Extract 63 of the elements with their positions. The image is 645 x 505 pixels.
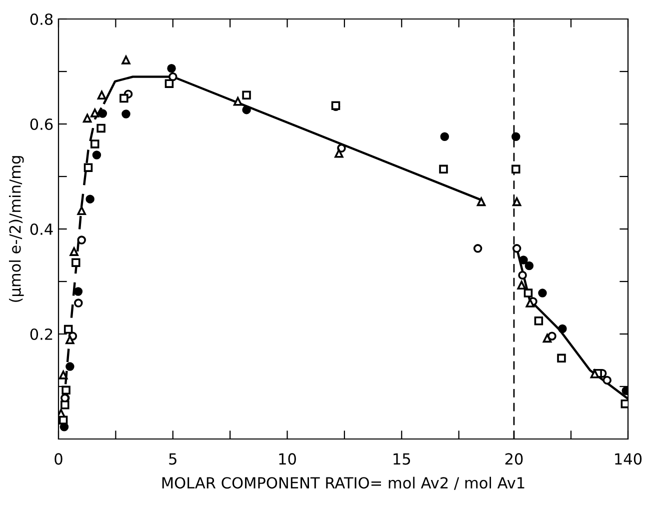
point — [86, 194, 94, 204]
point — [97, 90, 106, 100]
point — [168, 72, 178, 82]
point — [242, 90, 251, 100]
point — [64, 324, 73, 334]
point — [66, 335, 74, 344]
point — [74, 298, 83, 308]
x-tick-label: 0 — [54, 453, 62, 465]
point — [557, 354, 566, 363]
point — [98, 109, 108, 118]
point — [558, 324, 567, 334]
point — [476, 197, 486, 206]
point — [512, 244, 522, 253]
point — [84, 163, 93, 172]
point — [511, 164, 520, 174]
point — [66, 362, 74, 371]
x-tick-label: 10 — [279, 453, 296, 465]
point — [60, 400, 70, 410]
point — [511, 132, 520, 141]
point — [334, 149, 344, 158]
x-tick-label: 20 — [505, 453, 523, 465]
point — [440, 132, 450, 141]
x-tick-label: 140 — [615, 453, 642, 465]
point — [82, 114, 92, 123]
point — [77, 206, 86, 215]
point — [62, 386, 70, 395]
point — [548, 332, 556, 340]
x-tick-label: 5 — [169, 453, 176, 465]
point — [72, 258, 80, 267]
y-axis-title: (μmol e-/2)/min/mg — [9, 156, 24, 302]
point — [74, 287, 83, 296]
point — [58, 370, 68, 380]
point — [519, 256, 528, 264]
point — [122, 56, 130, 64]
point — [96, 124, 106, 133]
x-axis-title: MOLAR COMPONENT RATIO= mol Av2 / mol Av1 — [162, 476, 524, 490]
point — [526, 298, 534, 308]
point — [473, 244, 482, 253]
point — [92, 150, 102, 160]
point — [602, 376, 612, 385]
point — [242, 105, 251, 114]
point — [90, 140, 100, 148]
point — [524, 288, 533, 298]
x-tick-label: 15 — [394, 453, 410, 465]
y-tick-label: 0.8 — [30, 13, 53, 26]
point — [524, 261, 534, 270]
point — [439, 164, 448, 174]
point — [77, 236, 86, 244]
y-tick-label: 0.2 — [30, 328, 52, 340]
point — [517, 280, 526, 290]
point — [90, 108, 100, 118]
point — [122, 110, 130, 118]
y-tick-label: 0.4 — [30, 223, 53, 236]
point — [512, 197, 522, 206]
point — [120, 94, 128, 103]
point — [164, 79, 174, 88]
point — [167, 64, 176, 73]
y-tick-label: 0.6 — [30, 118, 53, 130]
point — [534, 316, 544, 326]
point — [542, 334, 552, 343]
point — [538, 288, 547, 298]
point — [70, 247, 78, 256]
point — [518, 270, 527, 280]
